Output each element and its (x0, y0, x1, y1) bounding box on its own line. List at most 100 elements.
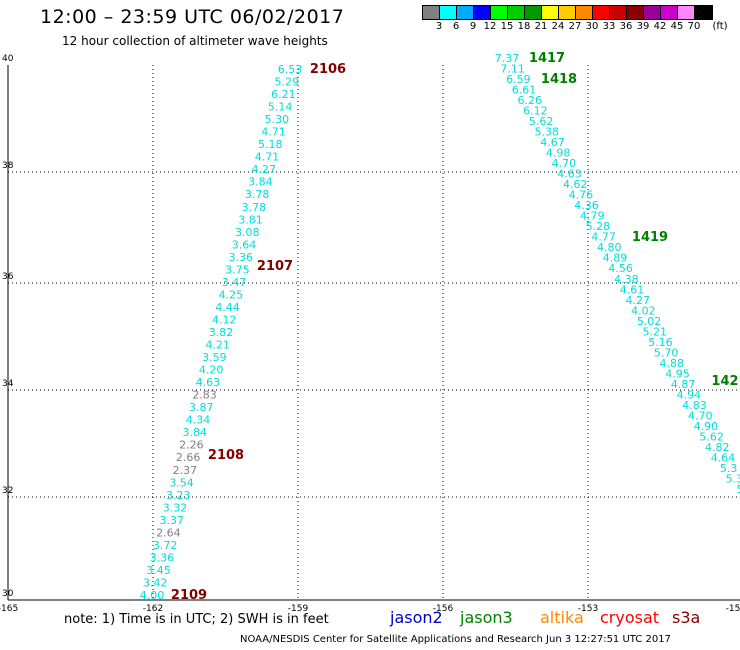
wave-height-value: 6.59 (506, 73, 531, 86)
legend-swatch (593, 6, 610, 19)
legend-tick-label: 33 (602, 21, 616, 32)
wave-height-value: 3.78 (242, 201, 267, 214)
wave-height-value: 3.42 (143, 576, 168, 589)
wave-height-value: 5.18 (258, 138, 283, 151)
legend-tick-label: 27 (568, 21, 582, 32)
satellite-legend-item: cryosat (600, 608, 660, 627)
legend-swatch (576, 6, 593, 19)
wave-height-value: 7.11 (500, 63, 525, 76)
wave-height-value: 4.38 (614, 273, 639, 286)
legend-swatch (525, 6, 542, 19)
legend-swatch (695, 6, 712, 19)
wave-height-value: 2.83 (192, 389, 217, 402)
legend-swatch (474, 6, 491, 19)
wave-height-value: 3.81 (238, 213, 263, 226)
track-pass-label: 2106 (310, 62, 346, 77)
wave-height-value: 2.66 (176, 451, 201, 464)
wave-height-value: 5.62 (529, 115, 554, 128)
wave-height-value: 5.70 (654, 346, 679, 359)
wave-height-value: 3.47 (222, 276, 247, 289)
wave-height-value: 4.20 (199, 364, 224, 377)
wave-height-value: 5.62 (699, 430, 724, 443)
x-tick-label: -156 (433, 604, 454, 614)
wave-height-value: 4.71 (261, 126, 286, 139)
footer-note: note: 1) Time is in UTC; 2) SWH is in fe… (64, 612, 329, 627)
legend-tick-label: 70 (687, 21, 701, 32)
wave-height-value: 5.21 (643, 325, 668, 338)
wave-height-value: 5.28 (586, 220, 611, 233)
wave-height-value: 3.45 (146, 564, 171, 577)
legend-tick-label: 6 (452, 21, 460, 32)
x-tick-label: -15 (726, 604, 740, 614)
wave-height-value: 6.53 (278, 63, 303, 76)
x-tick-label: -165 (0, 604, 18, 614)
wave-height-value: 3.84 (182, 426, 207, 439)
legend-swatch (423, 6, 440, 19)
y-tick-label: 32 (2, 486, 13, 496)
x-tick-label: -159 (288, 604, 309, 614)
legend-unit-label: (ft) (712, 21, 728, 32)
wave-height-value: 4.00 (140, 589, 165, 602)
legend-tick-label: 42 (653, 21, 667, 32)
y-tick-label: 30 (2, 589, 14, 599)
y-tick-label: 38 (2, 161, 14, 171)
wave-height-value: 3.37 (159, 514, 184, 527)
track-pass-label: 1419 (632, 230, 668, 245)
wave-height-value: 4.80 (597, 241, 622, 254)
wave-height-value: 3.75 (225, 263, 250, 276)
wave-height-value: 3.84 (248, 176, 273, 189)
legend-tick-label: 18 (517, 21, 531, 32)
satellite-legend-item: jason3 (460, 608, 513, 627)
legend-swatch (610, 6, 627, 19)
wave-height-value: 2.64 (156, 526, 181, 539)
x-tick-label: -162 (143, 604, 163, 614)
wave-height-value: 4.88 (660, 357, 685, 370)
wave-height-value: 6.26 (517, 94, 542, 107)
wave-height-value: 4.98 (546, 147, 571, 160)
wave-height-value: 5.16 (648, 336, 673, 349)
track-pass-label: 2108 (208, 448, 244, 463)
wave-height-value: 2.26 (179, 439, 204, 452)
track-pass-label: 2109 (171, 588, 207, 603)
wave-height-value: 4.63 (196, 376, 221, 389)
track-pass-label: 1417 (529, 51, 565, 66)
legend-swatch (440, 6, 457, 19)
wave-height-value: 4.87 (671, 378, 696, 391)
footer-credit: NOAA/NESDIS Center for Satellite Applica… (240, 634, 671, 645)
wave-height-value: 3.36 (150, 551, 175, 564)
legend-tick-label: 30 (585, 21, 599, 32)
wave-height-value: 4.83 (682, 399, 707, 412)
track-pass-label: 1418 (541, 72, 577, 87)
legend-tick-label: 45 (670, 21, 684, 32)
wave-height-value: 3.59 (202, 351, 227, 364)
wave-height-value: 4.95 (665, 367, 690, 380)
wave-height-value: 4.44 (215, 301, 240, 314)
wave-height-value: 4.21 (205, 339, 230, 352)
wave-height-value: 4.02 (631, 304, 656, 317)
legend-swatch (661, 6, 678, 19)
legend-swatch (644, 6, 661, 19)
wave-height-value: 4.79 (580, 210, 605, 223)
legend-swatch (508, 6, 525, 19)
wave-height-value: 4.82 (705, 441, 730, 454)
wave-height-value: 4.27 (625, 294, 650, 307)
wave-height-value: 3.82 (209, 326, 234, 339)
page-subtitle: 12 hour collection of altimeter wave hei… (62, 34, 328, 48)
y-tick-label: 40 (2, 54, 14, 64)
legend-swatch (678, 6, 695, 19)
wave-height-value: 3.23 (166, 489, 191, 502)
wave-height-value: 6.21 (271, 88, 296, 101)
legend-swatch (457, 6, 474, 19)
wave-height-value: 3.54 (169, 476, 194, 489)
wave-height-value: 4.12 (212, 313, 237, 326)
wave-height-value: 4.63 (557, 168, 582, 181)
color-scale-legend (422, 5, 713, 20)
wave-height-value: 4.64 (711, 451, 736, 464)
wave-height-value: 6.61 (512, 84, 537, 97)
wave-height-value: 5.3 (726, 472, 740, 485)
legend-tick-label: 24 (551, 21, 565, 32)
wave-height-value: 3.72 (153, 539, 178, 552)
y-tick-label: 36 (2, 272, 14, 282)
